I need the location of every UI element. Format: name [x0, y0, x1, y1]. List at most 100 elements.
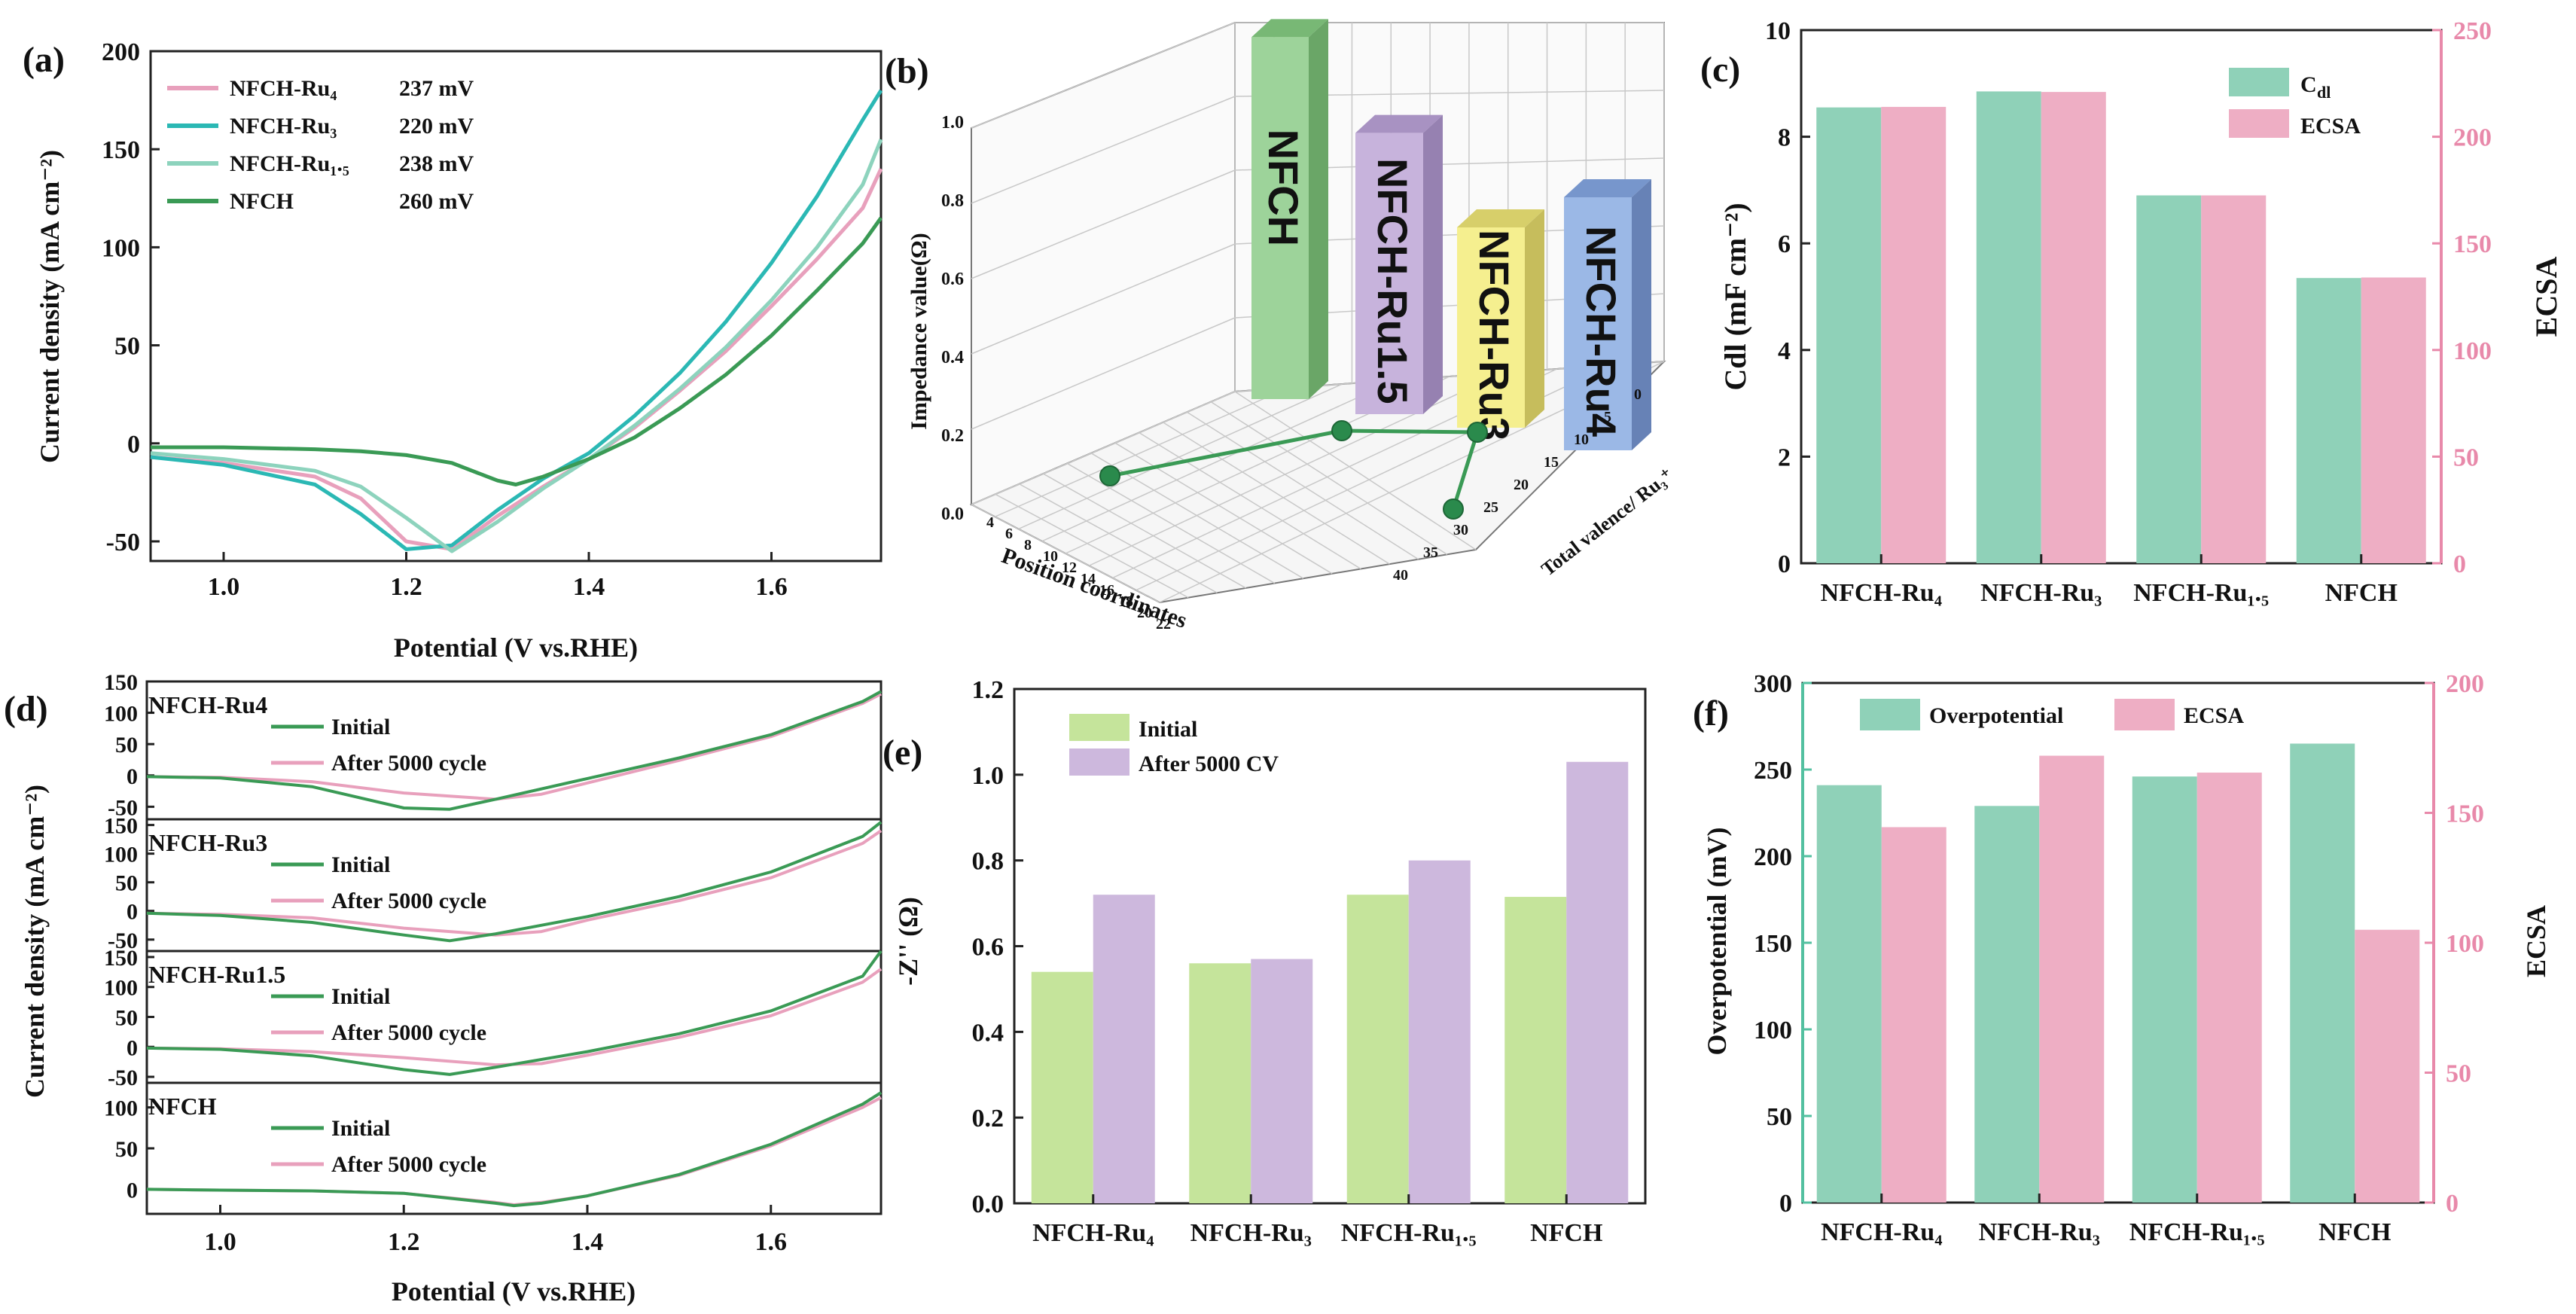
b-x-tick-label: 6 — [1005, 526, 1013, 542]
b-y-tick-label: 25 — [1483, 499, 1498, 516]
panel-b-y-axis-label: Total valence/ Ru₃⁺ — [1537, 464, 1678, 581]
y-tick-label: 200 — [102, 38, 140, 66]
b-floor-grid-line — [1041, 380, 1397, 542]
d-y-tick-label: 150 — [104, 670, 138, 695]
d-subplot-0: -50 0 50 100 150 NFCH-Ru4 Initial After 5000 cy… — [104, 670, 883, 821]
x-category-label: NFCH-Ru₃ — [1979, 1218, 2100, 1246]
d-legend-label-after: After 5000 cycle — [331, 1152, 486, 1177]
panel-d-y-axis-label: Current density (mA cm⁻²) — [20, 785, 50, 1098]
b-bar-label-2: NFCH-Ru3 — [1471, 230, 1518, 441]
x-category-label: NFCH-Ru₁.₅ — [1341, 1219, 1477, 1247]
c-bar-cdl-0 — [1816, 107, 1882, 563]
d-legend-label-initial: Initial — [331, 852, 390, 877]
d-x-tick-label: 1.6 — [755, 1228, 788, 1256]
d-subplot-3: 0 50 100 NFCH Initial After 5000 cycle — [104, 1081, 883, 1215]
b-x-tick-label: 18 — [1118, 593, 1133, 610]
c-bar-ecsa-0 — [1881, 106, 1946, 563]
b-x-tick-label: 16 — [1099, 582, 1114, 599]
x-category-label: NFCH-Ru₃ — [1980, 579, 2102, 607]
c-legend-swatch-1 — [2229, 109, 2289, 138]
f-legend-swatch-0 — [1860, 699, 1920, 730]
legend-label-nfch: NFCH — [230, 189, 294, 214]
c-bar-cdl-1 — [1976, 91, 2041, 564]
f-legend-swatch-1 — [2114, 699, 2175, 730]
x-category-label: NFCH-Ru₄ — [1032, 1219, 1154, 1247]
e-bar-initial-3 — [1504, 897, 1567, 1203]
e-legend-label-1: After 5000 CV — [1139, 752, 1279, 776]
b-z-tick-label: 0.8 — [941, 191, 964, 211]
legend-label-ru3: NFCH-Ru₃ — [230, 114, 337, 139]
f-legend-label-0: Overpotential — [1929, 703, 2063, 728]
b-y-tick-label: 15 — [1544, 454, 1559, 471]
b-floor-grid-line — [1066, 462, 1276, 584]
d-legend-label-initial: Initial — [331, 984, 390, 1009]
d-y-tick-label: -50 — [108, 795, 138, 820]
e-legend-swatch-0 — [1069, 714, 1129, 741]
d-subplot-label: NFCH-Ru4 — [148, 691, 267, 718]
e-bar-after5000cv-0 — [1093, 895, 1155, 1203]
x-category-label: NFCH-Ru₄ — [1821, 1218, 1942, 1246]
y-tick-label: 50 — [1767, 1103, 1792, 1131]
panel-a-y-axis-label: Current density (mA cm⁻²) — [35, 150, 65, 463]
y-tick-label: 0.4 — [972, 1019, 1004, 1047]
d-legend-label-after: After 5000 cycle — [331, 889, 486, 913]
b-bar-side-1 — [1423, 114, 1443, 414]
panel-e-y-axis-label: -Z'' (Ω) — [893, 897, 923, 986]
b-y-tick-label: 0 — [1634, 386, 1642, 403]
b-y-tick-label: 40 — [1393, 567, 1408, 584]
d-y-tick-label: 50 — [115, 733, 138, 758]
panel-d-x-axis-label: Potential (V vs.RHE) — [392, 1276, 636, 1306]
y-tick-label: 150 — [102, 136, 140, 164]
d-legend-label-initial: Initial — [331, 715, 390, 739]
b-bar-front-0 — [1251, 37, 1309, 399]
right-tick-label: 250 — [2453, 17, 2492, 45]
b-side-grid-line — [971, 243, 1236, 355]
b-x-tick-label: 20 — [1137, 605, 1152, 621]
series-line-ru15 — [150, 139, 883, 553]
x-category-label: NFCH — [2318, 1218, 2391, 1246]
b-impedance-point-3 — [1443, 498, 1464, 520]
panel-e-tag: (e) — [883, 733, 922, 773]
y-tick-label: 4 — [1778, 337, 1791, 365]
d-line-after — [146, 1096, 882, 1206]
d-y-tick-label: 100 — [104, 976, 138, 1001]
y-tick-label: 300 — [1754, 670, 1792, 698]
b-side-grid-line — [971, 317, 1236, 430]
x-tick-label: 1.4 — [573, 573, 605, 601]
d-legend-label-after: After 5000 cycle — [331, 751, 486, 776]
b-bar-top-2 — [1457, 209, 1544, 227]
d-x-tick-label: 1.0 — [204, 1228, 236, 1256]
b-side-grid-line — [971, 96, 1236, 204]
d-line-after — [146, 692, 882, 801]
panel-c-y-axis-label: Cdl (mF cm⁻²) — [1718, 203, 1752, 390]
y-tick-label: 0 — [127, 431, 140, 459]
b-bar-top-3 — [1564, 179, 1651, 197]
d-y-tick-label: -50 — [108, 928, 138, 953]
y-tick-label: 50 — [114, 333, 140, 361]
y-tick-label: 150 — [1754, 930, 1792, 958]
y-tick-label: 0.8 — [972, 848, 1004, 876]
d-line-after — [146, 829, 883, 937]
panel-a-tag: (a) — [23, 40, 65, 80]
b-bar-label-3: NFCH-Ru4 — [1578, 226, 1625, 437]
y-tick-label: 200 — [1754, 843, 1792, 871]
d-subplot-label: NFCH-Ru3 — [148, 829, 267, 856]
legend-overpotential-ru15: 238 mV — [399, 151, 474, 176]
x-category-label: NFCH — [1530, 1219, 1602, 1247]
y-tick-label: 100 — [102, 234, 140, 262]
b-y-tick-label: 35 — [1423, 544, 1438, 561]
y-tick-label: 0.0 — [972, 1191, 1004, 1218]
panel-d-stacked-line-charts: (d) -50 0 50 100 150 NFCH-Ru4 Initial After 500… — [4, 670, 883, 1306]
b-bar-top-0 — [1251, 19, 1328, 38]
panel-f-tag: (f) — [1693, 694, 1729, 733]
b-x-tick-label: 8 — [1024, 537, 1032, 553]
d-subplot-label: NFCH — [148, 1093, 217, 1120]
c-bar-ecsa-1 — [2041, 92, 2106, 564]
panel-a-x-axis-label: Potential (V vs.RHE) — [394, 633, 638, 663]
b-x-tick-label: 4 — [986, 514, 994, 531]
b-impedance-point-1 — [1331, 420, 1352, 441]
d-legend-label-initial: Initial — [331, 1116, 390, 1141]
b-side-grid-line — [971, 169, 1236, 279]
d-line-initial — [146, 950, 883, 1076]
d-y-tick-label: 0 — [127, 1035, 138, 1060]
